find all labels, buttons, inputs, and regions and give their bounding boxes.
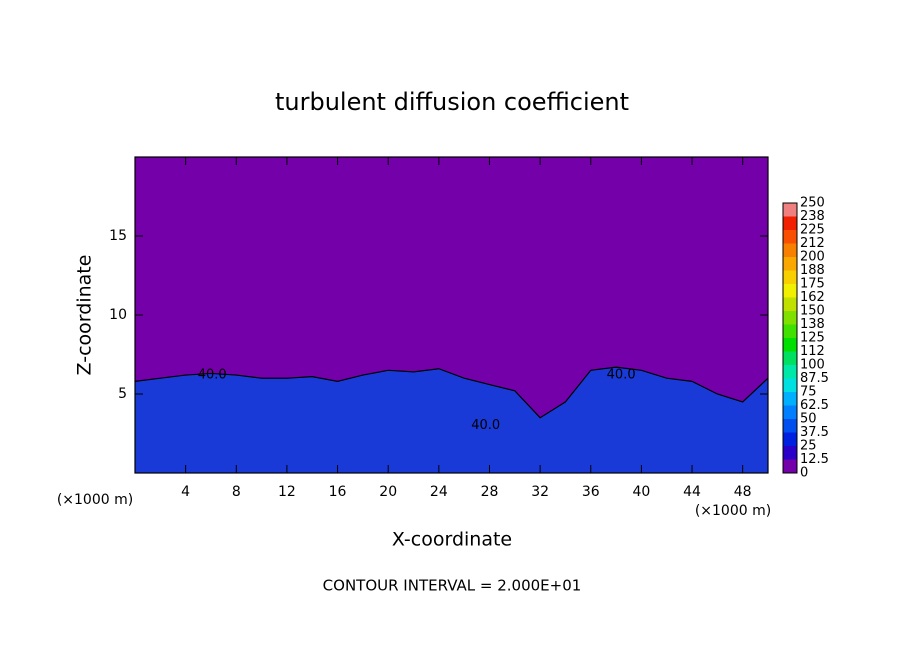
colorbar-label: 225 xyxy=(800,223,825,238)
x-axis-label: X-coordinate xyxy=(392,529,512,551)
colorbar-swatch xyxy=(783,351,797,365)
turbulent-layer xyxy=(135,367,768,473)
colorbar-swatch xyxy=(783,338,797,352)
colorbar-swatch xyxy=(783,243,797,257)
chart-title: turbulent diffusion coefficient xyxy=(275,88,629,116)
colorbar-swatch xyxy=(783,297,797,311)
colorbar-frame xyxy=(782,202,798,474)
contour-label: 40.0 xyxy=(198,368,227,383)
colorbar-swatch xyxy=(783,311,797,325)
colorbar-swatch xyxy=(783,378,797,392)
colorbar-swatch xyxy=(783,284,797,298)
colorbar-label: 75 xyxy=(800,385,817,400)
footer-note: CONTOUR INTERVAL = 2.000E+01 xyxy=(323,577,582,595)
colorbar-label: 125 xyxy=(800,331,825,346)
x-tick-label: 36 xyxy=(582,484,600,500)
y-tick-label: 15 xyxy=(109,228,127,244)
colorbar-swatch xyxy=(783,216,797,230)
y-axis-label: Z-coordinate xyxy=(74,255,96,376)
colorbar-label: 37.5 xyxy=(800,425,829,440)
colorbar-label: 87.5 xyxy=(800,371,829,386)
colorbar-label: 112 xyxy=(800,344,825,359)
colorbar-swatch xyxy=(783,230,797,244)
x-tick-label: 44 xyxy=(683,484,701,500)
colorbar-label: 25 xyxy=(800,439,817,454)
x-tick-label: 4 xyxy=(181,484,190,500)
x-tick-label: 12 xyxy=(278,484,296,500)
x-tick-label: 28 xyxy=(481,484,499,500)
contour-label: 40.0 xyxy=(607,368,636,383)
x-tick-label: 40 xyxy=(632,484,650,500)
colorbar-swatch xyxy=(783,405,797,419)
colorbar-label: 162 xyxy=(800,290,825,305)
colorbar-swatch xyxy=(783,446,797,460)
colorbar-label: 50 xyxy=(800,412,817,427)
x-unit-label: (×1000 m) xyxy=(695,503,771,519)
colorbar-label: 250 xyxy=(800,196,825,211)
colorbar-swatch xyxy=(783,459,797,473)
colorbar-swatch xyxy=(783,365,797,379)
colorbar-swatch xyxy=(783,203,797,217)
x-tick-label: 32 xyxy=(531,484,549,500)
contour-label: 40.0 xyxy=(471,418,500,433)
y-tick-label: 5 xyxy=(118,386,127,402)
colorbar-swatch xyxy=(783,419,797,433)
colorbar-label: 200 xyxy=(800,250,825,265)
x-tick-label: 48 xyxy=(734,484,752,500)
x-tick-label: 8 xyxy=(232,484,241,500)
colorbar-label: 175 xyxy=(800,277,825,292)
colorbar-label: 12.5 xyxy=(800,452,829,467)
colorbar-swatch xyxy=(783,432,797,446)
colorbar-label: 138 xyxy=(800,317,825,332)
x-tick-label: 16 xyxy=(329,484,347,500)
colorbar-label: 62.5 xyxy=(800,398,829,413)
contour-line xyxy=(134,366,769,419)
y-tick-label: 10 xyxy=(109,307,127,323)
colorbar-label: 238 xyxy=(800,209,825,224)
colorbar-swatch xyxy=(783,324,797,338)
colorbar-label: 188 xyxy=(800,263,825,278)
colorbar-swatch xyxy=(783,270,797,284)
colorbar-label: 100 xyxy=(800,358,825,373)
x-unit-label: (×1000 m) xyxy=(57,492,133,508)
x-tick-label: 24 xyxy=(430,484,448,500)
colorbar-swatch xyxy=(783,392,797,406)
colorbar-swatch xyxy=(783,257,797,271)
colorbar-label: 0 xyxy=(800,466,808,481)
colorbar-label: 212 xyxy=(800,236,825,251)
x-tick-label: 20 xyxy=(379,484,397,500)
colorbar-label: 150 xyxy=(800,304,825,319)
